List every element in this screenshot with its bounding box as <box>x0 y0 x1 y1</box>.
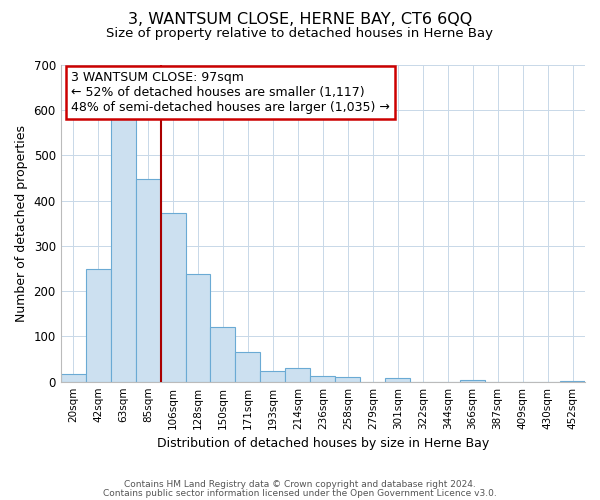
Bar <box>61 374 86 382</box>
Bar <box>286 368 310 382</box>
Bar <box>86 270 110 382</box>
Text: Contains public sector information licensed under the Open Government Licence v3: Contains public sector information licen… <box>103 488 497 498</box>
Bar <box>235 352 260 382</box>
Text: 3 WANTSUM CLOSE: 97sqm
← 52% of detached houses are smaller (1,117)
48% of semi-: 3 WANTSUM CLOSE: 97sqm ← 52% of detached… <box>71 72 390 114</box>
Bar <box>335 377 360 382</box>
Bar <box>460 380 485 382</box>
Bar <box>310 376 335 382</box>
X-axis label: Distribution of detached houses by size in Herne Bay: Distribution of detached houses by size … <box>157 437 489 450</box>
Bar <box>211 327 235 382</box>
Bar <box>185 274 211 382</box>
Bar <box>136 178 161 382</box>
Bar <box>385 378 410 382</box>
Bar <box>110 118 136 382</box>
Bar <box>260 372 286 382</box>
Bar <box>560 381 585 382</box>
Text: 3, WANTSUM CLOSE, HERNE BAY, CT6 6QQ: 3, WANTSUM CLOSE, HERNE BAY, CT6 6QQ <box>128 12 472 28</box>
Y-axis label: Number of detached properties: Number of detached properties <box>15 125 28 322</box>
Bar <box>161 214 185 382</box>
Text: Size of property relative to detached houses in Herne Bay: Size of property relative to detached ho… <box>107 28 493 40</box>
Text: Contains HM Land Registry data © Crown copyright and database right 2024.: Contains HM Land Registry data © Crown c… <box>124 480 476 489</box>
